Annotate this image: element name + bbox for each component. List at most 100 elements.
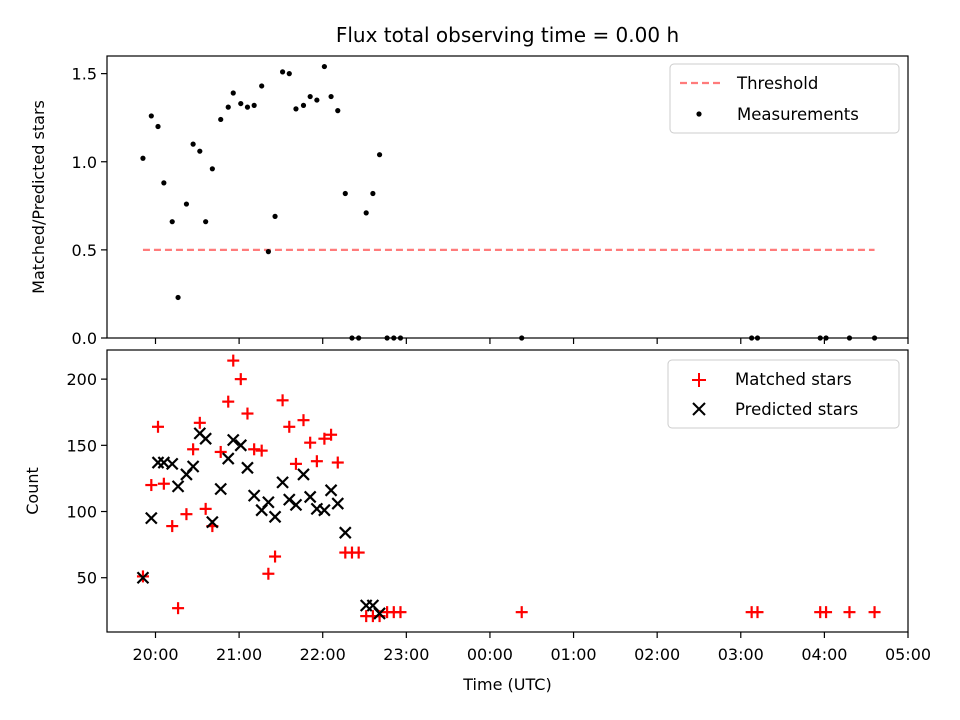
predicted-star-point bbox=[199, 432, 212, 445]
bottom-panel: 50 100 150 200 20:00 21:00 22:00 23:00 00:00 01:… bbox=[23, 349, 931, 694]
x-tick-label: 00:00 bbox=[467, 645, 513, 664]
measurement-point bbox=[272, 213, 278, 219]
matched-star-point bbox=[276, 394, 289, 407]
top-plot-area bbox=[140, 63, 878, 341]
measurement-point bbox=[519, 335, 525, 341]
matched-star-point bbox=[325, 428, 338, 441]
measurement-point bbox=[155, 123, 161, 130]
matched-star-point bbox=[255, 444, 268, 457]
predicted-star-point bbox=[262, 495, 275, 509]
matched-star-point bbox=[199, 502, 212, 515]
top-panel-frame bbox=[106, 55, 909, 339]
measurement-point bbox=[314, 97, 320, 103]
legend-measurements-swatch bbox=[696, 111, 702, 117]
bottom-x-axis: 20:00 21:00 22:00 23:00 00:00 01:00 02:00 03:00… bbox=[132, 632, 931, 664]
bottom-y-axis: 50 100 150 200 bbox=[66, 370, 107, 588]
matched-star-point bbox=[166, 520, 179, 533]
measurement-point bbox=[148, 113, 154, 119]
top-y-axis-label: Matched/Predicted stars bbox=[29, 100, 48, 294]
x-tick-label: 22:00 bbox=[300, 645, 346, 664]
measurement-point bbox=[307, 93, 313, 100]
predicted-star-point bbox=[276, 476, 289, 489]
matched-star-point bbox=[234, 373, 247, 386]
measurement-point bbox=[335, 108, 341, 114]
chart-title: Flux total observing time = 0.00 h bbox=[336, 23, 679, 47]
matched-star-point bbox=[172, 602, 185, 615]
matched-star-point bbox=[843, 606, 856, 619]
bottom-y-tick-label: 100 bbox=[66, 503, 97, 522]
predicted-star-point bbox=[165, 457, 179, 471]
matched-star-point bbox=[515, 606, 528, 619]
measurement-point bbox=[169, 219, 175, 225]
matched-star-point bbox=[297, 414, 310, 427]
top-y-tick-label: 0.0 bbox=[72, 329, 97, 348]
bottom-y-tick-label: 200 bbox=[66, 370, 97, 389]
measurement-point bbox=[225, 104, 231, 110]
measurement-point bbox=[363, 210, 369, 216]
top-y-tick-label: 0.5 bbox=[72, 241, 97, 260]
matched-star-point bbox=[394, 606, 407, 619]
legend-predicted-swatch bbox=[692, 402, 706, 416]
measurement-point bbox=[817, 335, 823, 341]
x-tick-label: 01:00 bbox=[550, 645, 596, 664]
legend-measurements-label: Measurements bbox=[737, 105, 859, 124]
top-panel: 0.0 0.5 1.0 1.5 Matched/Predicted stars Thr… bbox=[29, 55, 909, 348]
measurement-point bbox=[197, 148, 203, 154]
matched-star-point bbox=[187, 443, 200, 456]
measurement-point bbox=[251, 102, 257, 108]
matched-star-point bbox=[241, 407, 254, 420]
legend-matched-label: Matched stars bbox=[735, 370, 852, 389]
measurement-point bbox=[370, 190, 376, 197]
measurement-point bbox=[871, 335, 878, 341]
measurement-point bbox=[286, 71, 292, 77]
predicted-star-point bbox=[289, 498, 303, 512]
predicted-star-point bbox=[373, 607, 386, 620]
measurement-point bbox=[244, 104, 251, 110]
bottom-plot-area bbox=[136, 354, 881, 623]
predicted-star-point bbox=[303, 490, 317, 504]
x-tick-label: 23:00 bbox=[383, 645, 429, 664]
x-tick-label: 04:00 bbox=[801, 645, 847, 664]
matched-star-point bbox=[193, 416, 206, 429]
bottom-y-axis-label: Count bbox=[23, 467, 42, 515]
measurement-point bbox=[259, 83, 265, 89]
matched-star-point bbox=[157, 477, 170, 490]
x-tick-label: 05:00 bbox=[885, 645, 931, 664]
matched-star-point bbox=[310, 455, 323, 468]
matched-star-point bbox=[318, 432, 331, 445]
measurement-point bbox=[161, 180, 167, 186]
predicted-star-point bbox=[331, 497, 345, 510]
measurement-point bbox=[209, 166, 215, 172]
predicted-star-point bbox=[221, 452, 235, 465]
matched-star-point bbox=[331, 456, 344, 469]
measurement-point bbox=[384, 335, 390, 341]
measurement-point bbox=[265, 249, 271, 255]
measurement-point bbox=[321, 63, 327, 70]
measurement-point bbox=[230, 90, 236, 96]
measurement-point bbox=[749, 335, 755, 341]
top-x-axis-ticks bbox=[154, 338, 909, 344]
bottom-y-tick-label: 50 bbox=[77, 569, 97, 588]
measurement-point bbox=[349, 335, 355, 341]
predicted-star-point bbox=[234, 439, 248, 452]
measurement-point bbox=[175, 294, 181, 301]
measurement-point bbox=[846, 335, 853, 341]
matched-star-point bbox=[222, 395, 235, 408]
predicted-star-point bbox=[206, 515, 219, 529]
predicted-star-point bbox=[136, 571, 150, 584]
predicted-star-point bbox=[318, 503, 331, 517]
predicted-star-point bbox=[151, 456, 165, 469]
x-tick-label: 02:00 bbox=[634, 645, 680, 664]
matched-star-point bbox=[262, 567, 275, 580]
measurement-point bbox=[279, 69, 286, 75]
x-tick-label: 03:00 bbox=[718, 645, 764, 664]
measurement-point bbox=[391, 335, 397, 341]
measurement-point bbox=[203, 219, 209, 225]
matched-star-point bbox=[214, 445, 227, 458]
measurement-point bbox=[328, 93, 334, 100]
measurement-point bbox=[218, 116, 224, 123]
matched-star-point bbox=[269, 550, 282, 563]
legend-threshold-label: Threshold bbox=[736, 74, 818, 93]
predicted-star-point bbox=[171, 480, 185, 493]
